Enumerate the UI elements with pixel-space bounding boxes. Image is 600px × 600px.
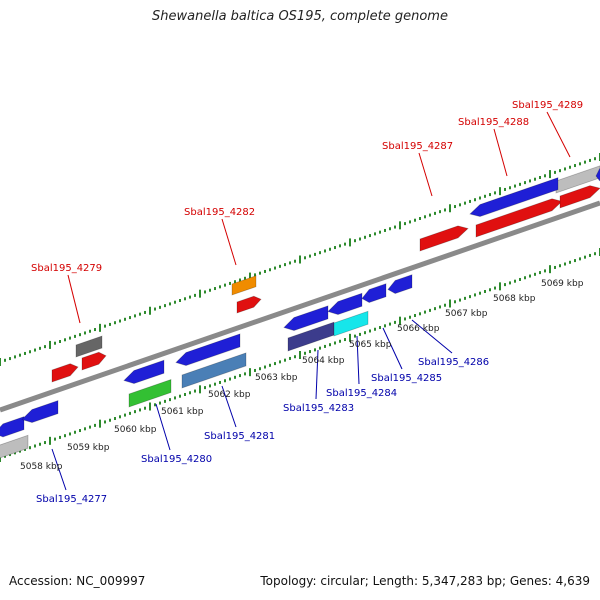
gene-label-forward[interactable]: Sbal195_4289 — [512, 100, 583, 111]
gene-label-reverse[interactable]: Sbal195_4284 — [326, 388, 397, 399]
leader-line — [546, 111, 571, 158]
gene-label-reverse[interactable]: Sbal195_4285 — [371, 373, 442, 384]
gene-feature[interactable] — [0, 434, 29, 460]
scale-label: 5064 kbp — [302, 356, 345, 366]
scale-label: 5062 kbp — [208, 390, 251, 400]
scale-label: 5067 kbp — [445, 309, 488, 319]
scale-label: 5059 kbp — [67, 443, 110, 453]
gene-feature[interactable] — [21, 400, 59, 423]
gene-label-reverse[interactable]: Sbal195_4281 — [204, 431, 275, 442]
gene-labels: Sbal195_4279 Sbal195_4282 Sbal195_4287 S… — [31, 100, 583, 505]
scale-label: 5069 kbp — [541, 279, 584, 289]
gene-feature[interactable] — [595, 166, 600, 182]
gene-feature[interactable] — [469, 177, 559, 217]
gene-feature[interactable] — [128, 378, 172, 408]
scale-label: 5058 kbp — [20, 462, 63, 472]
leader-line — [155, 403, 171, 451]
forward-tick-row — [0, 153, 600, 366]
label-leaders — [51, 111, 571, 491]
scale-label: 5066 kbp — [397, 324, 440, 334]
leader-line — [315, 349, 319, 400]
leader-line — [51, 448, 67, 491]
gene-feature[interactable] — [51, 363, 79, 383]
gene-feature[interactable] — [333, 310, 369, 337]
gene-label-forward[interactable]: Sbal195_4279 — [31, 263, 102, 274]
scale-label: 5065 kbp — [349, 340, 392, 350]
gene-feature[interactable] — [327, 292, 363, 315]
gene-feature[interactable] — [236, 295, 262, 314]
gene-feature[interactable] — [361, 283, 387, 303]
gene-label-reverse[interactable]: Sbal195_4283 — [283, 403, 354, 414]
gene-label-reverse[interactable]: Sbal195_4286 — [418, 357, 489, 368]
gene-feature[interactable] — [387, 274, 413, 294]
scale-label: 5061 kbp — [161, 407, 204, 417]
gene-feature[interactable] — [181, 352, 247, 389]
gene-feature[interactable] — [81, 351, 107, 371]
map-title: Shewanella baltica OS195, complete genom… — [152, 9, 448, 24]
gene-label-reverse[interactable]: Sbal195_4280 — [141, 454, 212, 465]
genome-backbone — [0, 200, 600, 413]
gene-feature[interactable] — [475, 198, 563, 238]
gene-features — [0, 165, 600, 460]
leader-line — [221, 385, 237, 428]
scale-labels: 5058 kbp 5059 kbp 5060 kbp 5061 kbp 5062… — [20, 279, 584, 472]
gene-feature[interactable] — [559, 185, 600, 209]
gene-label-reverse[interactable]: Sbal195_4277 — [36, 494, 107, 505]
reverse-tick-row — [0, 248, 600, 462]
gene-label-forward[interactable]: Sbal195_4287 — [382, 141, 453, 152]
leader-line — [67, 274, 81, 324]
gene-feature[interactable] — [231, 275, 257, 296]
gene-feature[interactable] — [283, 305, 329, 331]
gene-label-forward[interactable]: Sbal195_4282 — [184, 207, 255, 218]
gene-feature[interactable] — [0, 416, 25, 438]
scale-label: 5060 kbp — [114, 425, 157, 435]
leader-line — [221, 218, 237, 266]
gene-label-forward[interactable]: Sbal195_4288 — [458, 117, 529, 128]
gene-feature[interactable] — [123, 359, 165, 384]
accession-text: Accession: NC_009997 — [9, 574, 146, 588]
scale-label: 5068 kbp — [493, 294, 536, 304]
leader-line — [356, 335, 360, 385]
topology-text: Topology: circular; Length: 5,347,283 bp… — [260, 574, 590, 588]
gene-feature[interactable] — [75, 335, 103, 358]
leader-line — [493, 128, 508, 177]
leader-line — [411, 319, 453, 354]
leader-line — [418, 152, 433, 197]
gene-feature[interactable] — [175, 333, 241, 366]
gene-feature[interactable] — [419, 225, 469, 252]
leader-line — [382, 327, 403, 370]
scale-label: 5063 kbp — [255, 373, 298, 383]
